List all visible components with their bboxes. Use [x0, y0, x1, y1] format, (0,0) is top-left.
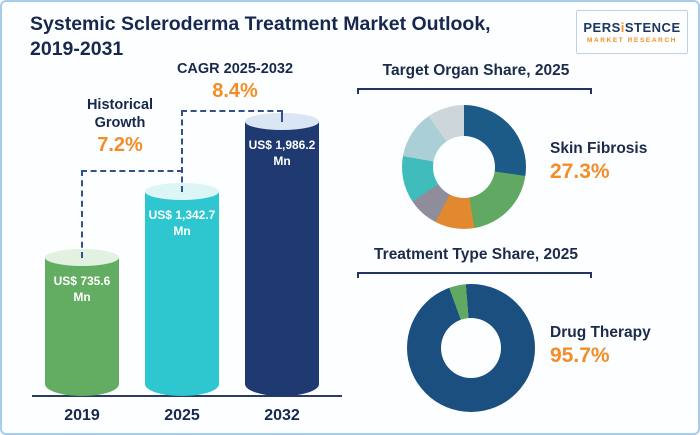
skin-fibrosis-label: Skin Fibrosis: [550, 140, 648, 157]
bar-chart: US$ 735.6 Mn 2019 US$ 1,342.7 Mn 2025 US…: [32, 57, 342, 427]
historical-growth-annotation: Historical Growth 7.2%: [60, 96, 180, 157]
brand-tagline: MARKET RESEARCH: [586, 37, 678, 44]
cagr-label: CAGR 2025-2032: [176, 61, 294, 77]
bar-column-2025: US$ 1,342.7 Mn 2025: [132, 57, 232, 427]
bar-2019: US$ 735.6 Mn: [45, 249, 119, 396]
brand-name: PERSiSTENCE: [583, 20, 680, 35]
cagr-annotation: CAGR 2025-2032 8.4%: [165, 60, 305, 103]
page-title-line1: Systemic Scleroderma Treatment Market Ou…: [30, 13, 491, 35]
x-axis-label-2019: 2019: [64, 407, 100, 424]
page-title: Systemic Scleroderma Treatment Market Ou…: [30, 12, 500, 62]
bar-column-2032: US$ 1,986.2 Mn 2032: [232, 57, 332, 427]
skin-fibrosis-value: 27.3%: [550, 160, 610, 183]
drug-therapy-label: Drug Therapy: [550, 324, 651, 341]
treatment-type-heading: Treatment Type Share, 2025: [374, 246, 578, 263]
treatment-type-heading-rule: [357, 272, 592, 278]
brand-logo: PERSiSTENCE MARKET RESEARCH: [576, 10, 688, 54]
page-title-line2: 2019-2031: [30, 37, 124, 60]
x-axis-label-2032: 2032: [264, 407, 300, 424]
target-organ-callout: Skin Fibrosis 27.3%: [550, 140, 698, 184]
dashed-connector-horizontal-historical: [81, 170, 183, 172]
brand-name-accent: i: [620, 20, 625, 35]
x-axis-label-2025: 2025: [164, 407, 200, 424]
treatment-type-callout: Drug Therapy 95.7%: [550, 324, 698, 368]
x-axis-line: [32, 395, 342, 397]
target-organ-donut: [402, 105, 526, 229]
bar-2032: US$ 1,986.2 Mn: [245, 113, 319, 396]
brand-name-part2: STENCE: [624, 20, 681, 35]
bar-value-label-2025: US$ 1,342.7 Mn: [148, 208, 216, 239]
dashed-connector-vertical-2019: [81, 170, 83, 258]
drug-therapy-value: 95.7%: [550, 344, 610, 367]
dashed-connector-horizontal-cagr: [181, 110, 283, 112]
target-organ-heading: Target Organ Share, 2025: [382, 62, 570, 79]
bar-value-label-2019: US$ 735.6 Mn: [53, 274, 111, 305]
dashed-connector-vertical-2032: [281, 110, 283, 122]
historical-growth-label: Historical Growth: [86, 97, 154, 132]
bar-value-label-2032: US$ 1,986.2 Mn: [248, 138, 316, 169]
dashed-connector-vertical-2025: [181, 110, 183, 192]
target-organ-heading-rule: [357, 88, 592, 94]
historical-growth-value: 7.2%: [97, 134, 143, 157]
cagr-value: 8.4%: [212, 80, 258, 103]
bar-2025: US$ 1,342.7 Mn: [145, 183, 219, 396]
treatment-type-donut: [407, 284, 535, 412]
brand-name-part1: PERS: [583, 20, 621, 35]
